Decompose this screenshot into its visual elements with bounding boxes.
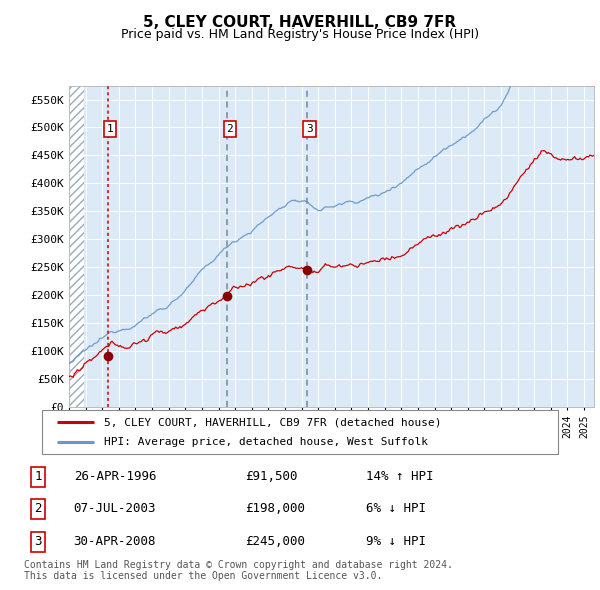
Text: 30-APR-2008: 30-APR-2008 <box>74 536 156 549</box>
Text: £245,000: £245,000 <box>245 536 305 549</box>
FancyBboxPatch shape <box>42 410 558 454</box>
Text: 14% ↑ HPI: 14% ↑ HPI <box>366 470 434 483</box>
Text: HPI: Average price, detached house, West Suffolk: HPI: Average price, detached house, West… <box>104 437 428 447</box>
Text: 6% ↓ HPI: 6% ↓ HPI <box>366 502 426 515</box>
Text: 1: 1 <box>34 470 41 483</box>
Text: £91,500: £91,500 <box>245 470 298 483</box>
Text: Price paid vs. HM Land Registry's House Price Index (HPI): Price paid vs. HM Land Registry's House … <box>121 28 479 41</box>
Text: 07-JUL-2003: 07-JUL-2003 <box>74 502 156 515</box>
Text: Contains HM Land Registry data © Crown copyright and database right 2024.
This d: Contains HM Land Registry data © Crown c… <box>24 559 453 581</box>
Text: 1: 1 <box>107 124 113 134</box>
Text: 3: 3 <box>34 536 41 549</box>
Text: 3: 3 <box>306 124 313 134</box>
Text: 2: 2 <box>226 124 233 134</box>
Text: 9% ↓ HPI: 9% ↓ HPI <box>366 536 426 549</box>
Text: £198,000: £198,000 <box>245 502 305 515</box>
Text: 2: 2 <box>34 502 41 515</box>
Text: 26-APR-1996: 26-APR-1996 <box>74 470 156 483</box>
Text: 5, CLEY COURT, HAVERHILL, CB9 7FR: 5, CLEY COURT, HAVERHILL, CB9 7FR <box>143 15 457 30</box>
Text: 5, CLEY COURT, HAVERHILL, CB9 7FR (detached house): 5, CLEY COURT, HAVERHILL, CB9 7FR (detac… <box>104 418 442 427</box>
